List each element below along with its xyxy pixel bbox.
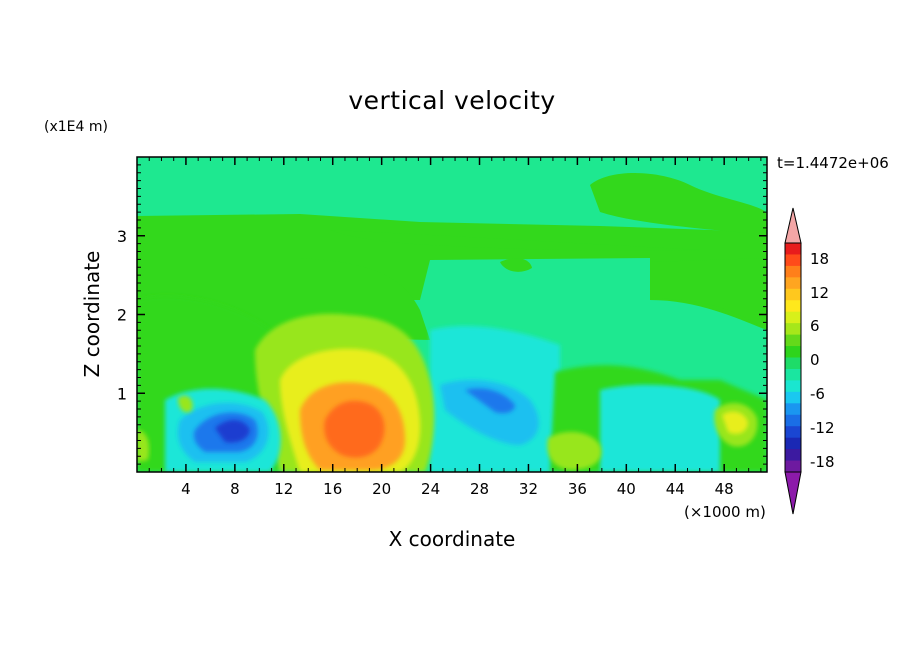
x-tick-label: 48 <box>715 480 734 498</box>
colorbar-swatch <box>785 414 801 427</box>
downdraft-center-core <box>465 388 515 414</box>
colorbar-swatch <box>785 288 801 301</box>
updraft-small-right-core <box>722 411 748 434</box>
updraft-tiny-left <box>178 395 193 413</box>
downdraft-center <box>440 380 539 445</box>
updraft-edge-left <box>137 430 150 462</box>
x-tick-label: 44 <box>666 480 685 498</box>
colorbar-swatch <box>785 254 801 267</box>
colorbar-swatch <box>785 334 801 347</box>
x-axis-label: X coordinate <box>0 527 904 551</box>
colorbar-swatch <box>785 243 801 255</box>
x-tick-label: 32 <box>519 480 538 498</box>
colorbar-swatch <box>785 426 801 439</box>
colorbar-label: -6 <box>810 385 825 403</box>
colorbar-swatch <box>785 391 801 404</box>
colorbar-swatch <box>785 368 801 381</box>
green-cloud-top-right <box>590 172 767 235</box>
x-tick-label: 4 <box>181 480 191 498</box>
x-tick-label: 28 <box>470 480 489 498</box>
x-tick-label: 20 <box>372 480 391 498</box>
time-label: t=1.4472e+06 <box>777 154 889 172</box>
colorbar: 18 12 6 0 -6 -12 -18 <box>784 207 835 515</box>
green-region-right <box>650 258 767 330</box>
x-axis-label-text: X coordinate <box>388 527 516 551</box>
y-tick-label: 1 <box>117 384 127 403</box>
y-tick-label: 2 <box>117 306 127 325</box>
streak-blob <box>500 258 532 272</box>
cyan-region-right <box>600 384 720 472</box>
downdraft-left-core-dark <box>215 419 250 443</box>
x-tick-label: 8 <box>230 480 240 498</box>
colorbar-label: 12 <box>810 284 829 302</box>
chart-title: vertical velocity <box>348 86 556 115</box>
colorbar-swatch <box>785 380 801 393</box>
colorbar-swatch <box>785 300 801 313</box>
colorbar-top-triangle <box>784 207 802 244</box>
colorbar-bottom-triangle <box>784 471 802 515</box>
colorbar-swatch <box>785 311 801 324</box>
colorbar-label: 18 <box>810 250 829 268</box>
colorbar-swatch <box>785 357 801 370</box>
streak-band <box>330 230 700 251</box>
updraft-core <box>324 400 385 458</box>
x-tick-label: 36 <box>568 480 587 498</box>
colorbar-swatch <box>785 403 801 416</box>
updraft-small-center <box>547 431 602 470</box>
colorbar-label: -18 <box>810 453 835 471</box>
colorbar-label: 6 <box>810 317 820 335</box>
x-tick-label: 16 <box>323 480 342 498</box>
x-tick-label: 12 <box>274 480 293 498</box>
colorbar-swatch <box>785 265 801 278</box>
colorbar-swatch <box>785 346 801 358</box>
x-tick-label: 24 <box>421 480 440 498</box>
colorbar-label: 0 <box>810 351 820 369</box>
colorbar-swatch <box>785 437 801 450</box>
colorbar-swatch <box>785 449 801 462</box>
colorbar-swatch <box>785 277 801 290</box>
y-tick-label: 3 <box>117 227 127 246</box>
green-band-upper <box>137 214 767 330</box>
x-tick-label: 40 <box>617 480 636 498</box>
colorbar-swatch <box>785 460 801 473</box>
x-unit-label: (×1000 m) <box>684 503 766 521</box>
contour-field <box>137 157 767 472</box>
colorbar-label: -12 <box>810 419 835 437</box>
y-unit-label: (x1E4 m) <box>44 119 108 135</box>
colorbar-swatch <box>785 323 801 336</box>
